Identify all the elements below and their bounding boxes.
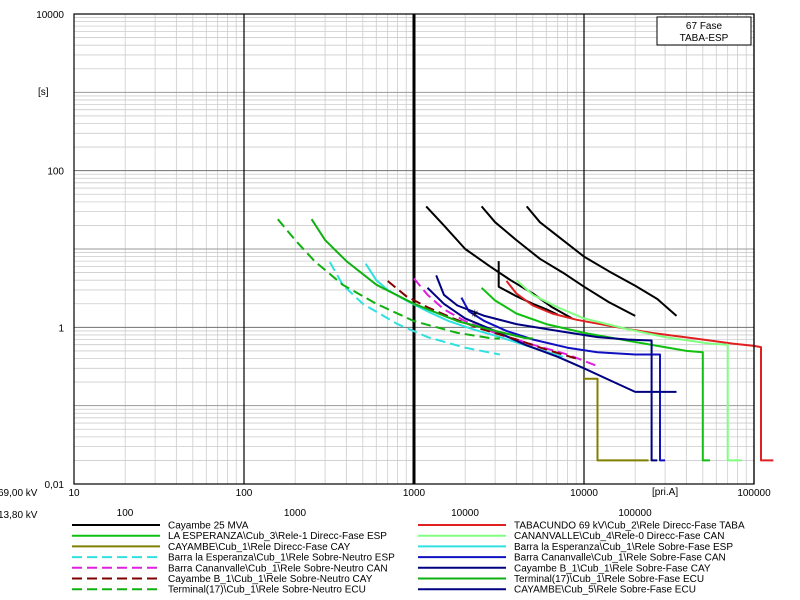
series-line-15 — [310, 218, 533, 340]
legend-label: TABACUNDO 69 kV\Cub_2\Rele Direcc-Fase T… — [514, 521, 745, 532]
series-line-3 — [525, 205, 678, 317]
legend-label: LA ESPERANZA\Cub_3\Rele-1 Direcc-Fase ES… — [168, 531, 387, 542]
legend-label: CANANVALLE\Cub_4\Rele-0 Direcc-Fase CAN — [514, 531, 724, 542]
x-tick-label: 100000 — [737, 488, 771, 499]
marker-group: ✳ — [470, 309, 479, 321]
legend-label: CAYAMBE\Cub_5\Rele Sobre-Fase ECU — [514, 585, 696, 596]
title-box: 67 Fase TABA-ESP — [656, 16, 752, 46]
legend-label: Barra Cananvalle\Cub_1\Rele Sobre-Fase C… — [514, 553, 726, 564]
x-tick-label: 100 — [236, 488, 253, 499]
legend: Cayambe 25 MVA TABACUNDO 69 kV\Cub_2\Rele… — [72, 521, 745, 596]
legend-label: Barra la Esperanza\Cub_1\Rele Sobre-Fase… — [514, 542, 733, 553]
legend-label: Cayambe 25 MVA — [168, 521, 249, 532]
legend-label: Terminal(17)\Cub_1\Rele Sobre-Neutro ECU — [168, 585, 366, 596]
plot-frame — [73, 13, 755, 485]
series-line-1 — [425, 205, 573, 320]
x-tick-label: 1000 — [403, 488, 426, 499]
legend-label: Barra Cananvalle\Cub_1\Rele Sobre-Neutro… — [168, 563, 388, 574]
series-line-11 — [364, 263, 564, 358]
series-line-10 — [329, 261, 501, 356]
y-tick-label: 100 — [47, 167, 64, 178]
legend-label: Barra la Esperanza\Cub_1\Rele Sobre-Neut… — [168, 553, 395, 564]
y-tick-label: 0,01 — [45, 480, 65, 491]
x2-tick-label: 1000 — [284, 508, 307, 519]
x2-tick-label: 10000 — [451, 508, 479, 519]
legend-label: Cayambe B_1\Cub_1\Rele Sobre-Fase CAY — [514, 563, 711, 574]
axis-labels: [s] [pri.A] 69,00 kV 13,80 kV — [0, 87, 678, 521]
x2-tick-label: 100 — [117, 508, 134, 519]
series-line-13 — [426, 287, 677, 393]
series-line-8 — [584, 377, 649, 462]
plot-border — [73, 13, 755, 485]
series-line-16 — [277, 218, 500, 340]
legend-label: CAYAMBE\Cub_1\Rele Direcc-Fase CAY — [168, 542, 351, 553]
voltage-label-primary: 69,00 kV — [0, 488, 38, 499]
series-line-7 — [515, 279, 742, 462]
title-box-line-1: 67 Fase — [686, 21, 723, 32]
legend-label: Terminal(17)\Cub_1\Rele Sobre-Fase ECU — [514, 574, 704, 585]
y-tick-label: 1 — [58, 323, 64, 334]
series-line-5 — [505, 280, 774, 462]
series-line-2 — [480, 205, 636, 317]
title-box-line-2: TABA-ESP — [680, 33, 729, 44]
legend-label: Cayambe B_1\Cub_1\Rele Sobre-Neutro CAY — [168, 574, 373, 585]
x2-tick-label: 100000 — [618, 508, 652, 519]
series-line-17 — [435, 275, 658, 462]
series-line-9 — [460, 297, 666, 462]
asterisk-marker: ✳ — [470, 309, 479, 321]
x-unit-label: [pri.A] — [652, 487, 678, 498]
x-tick-label: 10000 — [570, 488, 598, 499]
series-group — [277, 205, 774, 462]
voltage-label-secondary: 13,80 kV — [0, 510, 38, 521]
title-box-frame — [656, 16, 752, 46]
y-tick-label: 10000 — [36, 10, 64, 21]
x-tick-label: 10 — [68, 488, 80, 499]
y-unit-label: [s] — [38, 87, 49, 98]
